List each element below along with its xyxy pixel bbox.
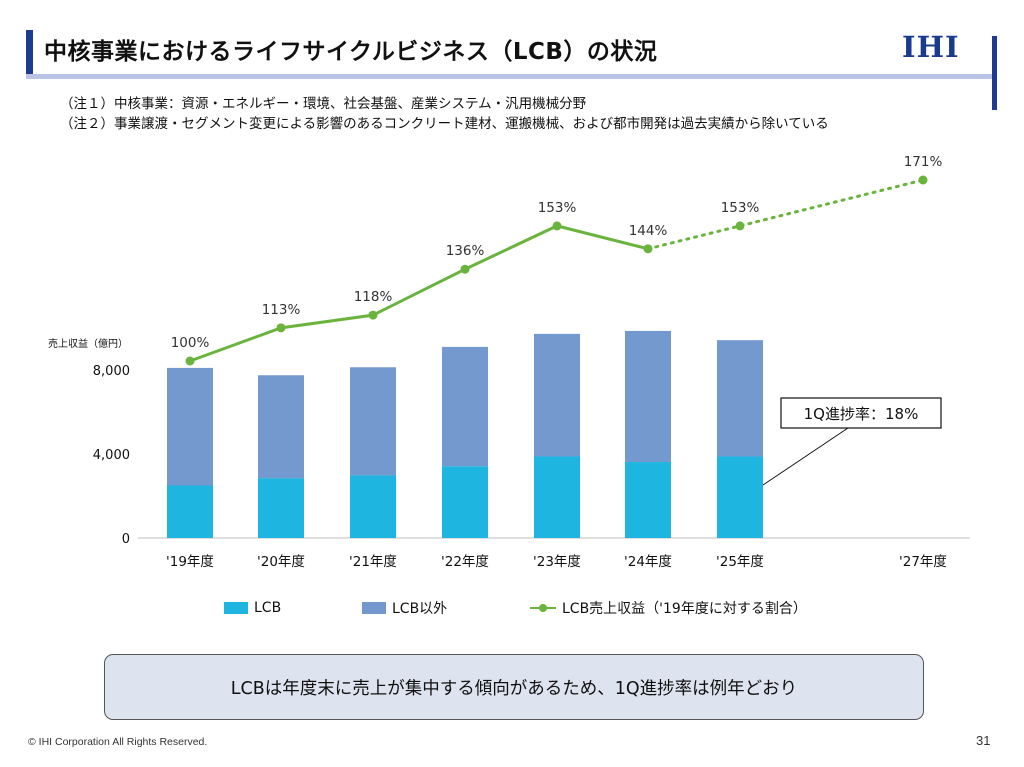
legend-lcb-other-swatch (362, 602, 386, 614)
bar-lcb (717, 456, 763, 538)
legend-line-marker (530, 602, 556, 614)
bar-lcb (534, 456, 580, 538)
x-tick-label: '19年度 (166, 554, 214, 570)
bar-lcb (442, 466, 488, 538)
ratio-point (735, 221, 745, 231)
y-axis-label: 売上収益（億円） (48, 337, 128, 350)
progress-callout-box (780, 397, 942, 429)
ratio-point (185, 356, 195, 366)
bar-lcb (258, 478, 304, 538)
bar-lcb (350, 475, 396, 538)
ratio-data-label: 153% (721, 200, 760, 216)
ratio-data-label: 136% (446, 243, 485, 259)
bar-lcb-other (534, 333, 580, 457)
ratio-data-label: 100% (171, 335, 210, 351)
ratio-point (643, 244, 653, 254)
bar-lcb-other (625, 330, 671, 462)
x-tick-label: '27年度 (899, 554, 947, 570)
copyright: © IHI Corporation All Rights Reserved. (28, 736, 208, 748)
x-tick-label: '20年度 (257, 554, 305, 570)
bar-lcb-other (717, 340, 763, 457)
ratio-point (276, 323, 286, 333)
ratio-point (918, 175, 928, 185)
ratio-point (460, 264, 470, 274)
bar-lcb (167, 485, 213, 538)
y-tick-label: 4,000 (93, 448, 130, 463)
summary-callout-text: LCBは年度末に売上が集中する傾向があるため、1Q進捗率は例年どおり (230, 678, 798, 699)
bar-lcb-other (167, 367, 213, 486)
x-tick-label: '23年度 (533, 554, 581, 570)
legend-lcb-ratio: LCB売上収益（'19年度に対する割合） (530, 599, 807, 617)
legend-lcb: LCB (224, 599, 281, 617)
bar-lcb-other (442, 346, 488, 467)
x-tick-label: '24年度 (624, 554, 672, 570)
page-number: 31 (976, 733, 991, 748)
y-tick-label: 8,000 (93, 364, 130, 379)
x-tick-label: '25年度 (716, 554, 764, 570)
ratio-line-forecast (646, 178, 925, 251)
legend-lcb-ratio-label: LCB売上収益（'19年度に対する割合） (562, 601, 807, 617)
note-2: （注２）事業譲渡・セグメント変更による影響のあるコンクリート建材、運搬機械、およ… (60, 116, 829, 132)
title-accent-bar (26, 30, 33, 74)
y-tick-label: 0 (122, 532, 130, 547)
ratio-data-label: 171% (904, 154, 943, 170)
bar-lcb (625, 461, 671, 538)
legend-lcb-other: LCB以外 (362, 599, 447, 617)
legend-lcb-swatch (224, 602, 248, 614)
x-tick-label: '22年度 (441, 554, 489, 570)
ihi-logo: IHI (902, 30, 960, 64)
ratio-point (368, 310, 378, 320)
ratio-point (552, 221, 562, 231)
right-accent-bar (992, 36, 997, 110)
bar-lcb-other (350, 367, 396, 476)
title-underline (26, 74, 992, 79)
ratio-line-actual (189, 224, 649, 363)
page-title: 中核事業におけるライフサイクルビジネス（LCB）の状況 (44, 39, 658, 65)
bar-lcb-other (258, 375, 304, 479)
note-1: （注１）中核事業：資源・エネルギー・環境、社会基盤、産業システム・汎用機械分野 (60, 96, 587, 112)
legend-lcb-other-label: LCB以外 (392, 601, 448, 617)
progress-leader-line (762, 427, 849, 486)
ratio-data-label: 118% (354, 289, 393, 305)
ratio-data-label: 144% (629, 223, 668, 239)
summary-callout: LCBは年度末に売上が集中する傾向があるため、1Q進捗率は例年どおり (104, 654, 924, 720)
ratio-data-label: 153% (538, 200, 577, 216)
x-tick-label: '21年度 (349, 554, 397, 570)
legend-lcb-label: LCB (254, 600, 282, 616)
ratio-data-label: 113% (262, 302, 301, 318)
progress-callout-text: 1Q進捗率：18% (804, 405, 919, 423)
